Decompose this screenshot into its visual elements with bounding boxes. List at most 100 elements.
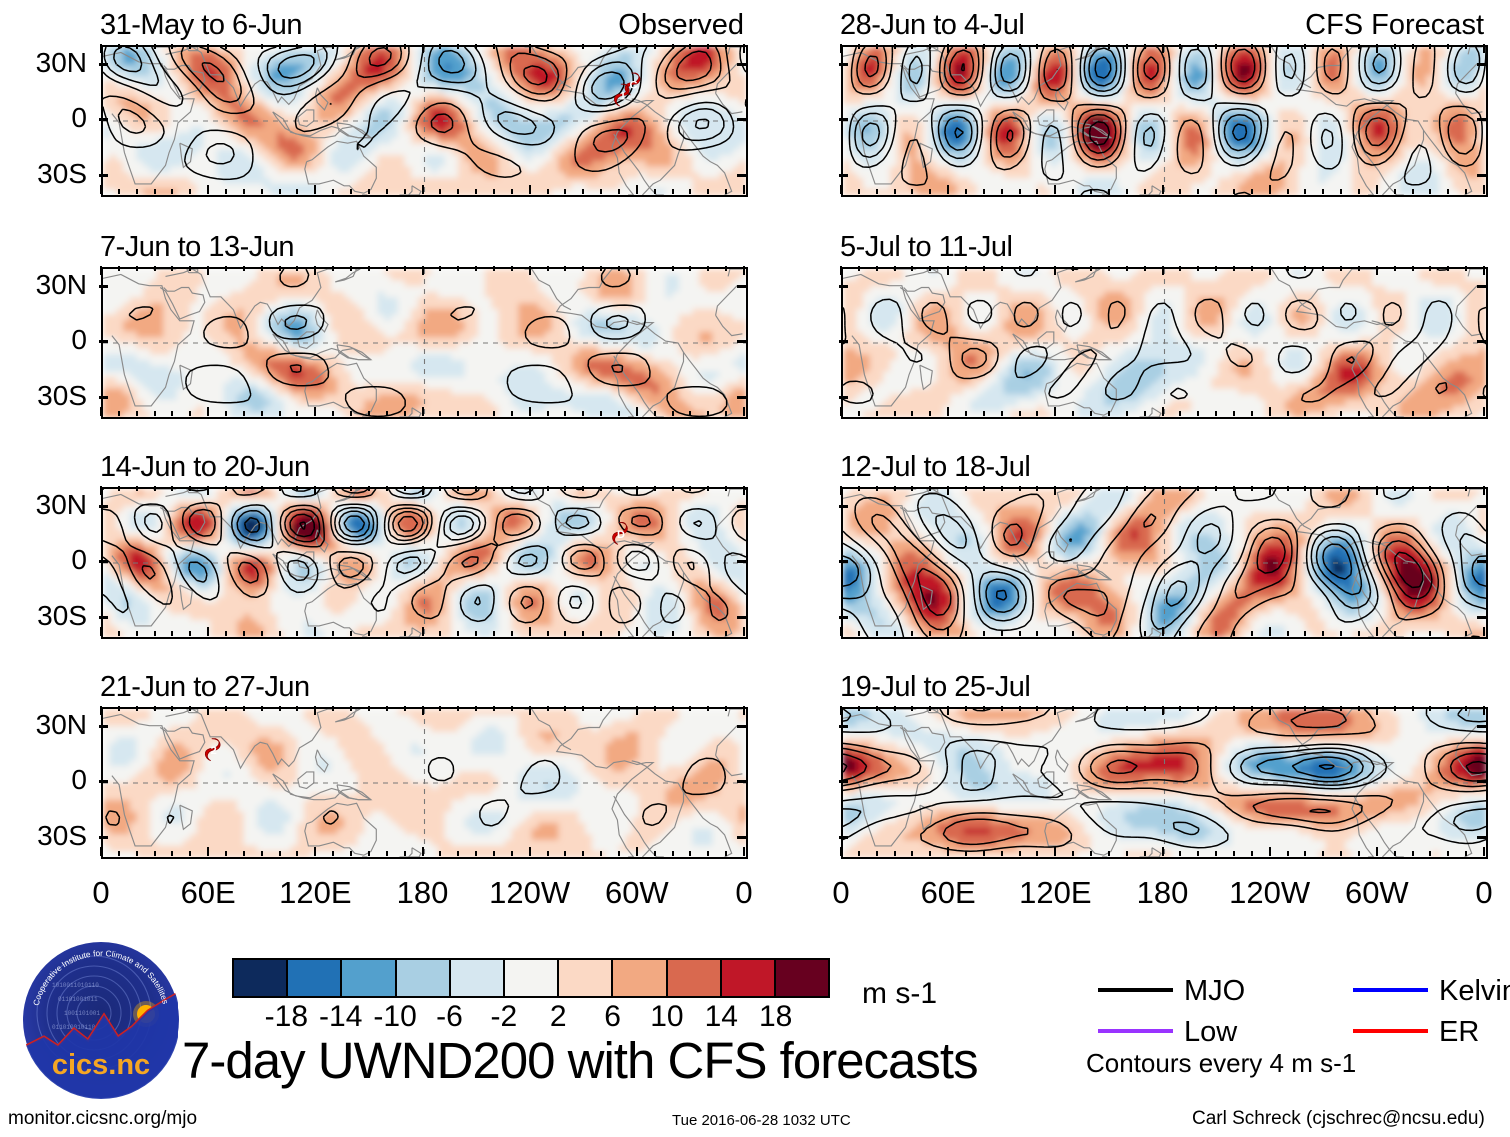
- colorbar-swatch-4: [450, 960, 505, 996]
- y-tick-mark: [839, 118, 848, 121]
- x-tick-120W-4: 120W: [1210, 875, 1330, 911]
- x-tick-mark: [367, 706, 370, 711]
- y-tick-30S: 30S: [0, 380, 87, 412]
- y-tick-mark: [99, 395, 108, 399]
- x-tick-mark: [1286, 189, 1289, 194]
- x-tick-mark: [1018, 486, 1021, 491]
- x-tick-mark: [546, 631, 549, 636]
- x-tick-mark: [689, 411, 692, 416]
- colorbar-tick--10: -10: [350, 1000, 440, 1034]
- x-tick-mark: [564, 631, 567, 636]
- x-tick-mark: [1036, 266, 1039, 271]
- x-tick-mark: [635, 627, 638, 636]
- y-tick-mark: [99, 615, 108, 619]
- x-tick-mark: [421, 44, 424, 53]
- logo-graphic: 1010011010110 01101001011 1001101001 011…: [23, 942, 179, 1099]
- map-panel-obs-2[interactable]: [101, 267, 748, 419]
- x-tick-0-6: 0: [684, 875, 804, 911]
- x-tick-mark: [1447, 706, 1450, 711]
- x-tick-mark: [1322, 631, 1325, 636]
- x-tick-mark: [296, 266, 299, 271]
- legend-line-mjo: [1098, 988, 1173, 992]
- y-tick-mark: [99, 780, 108, 783]
- x-tick-mark: [296, 44, 299, 49]
- x-tick-mark: [260, 851, 263, 856]
- x-tick-mark: [1232, 44, 1235, 49]
- x-tick-mark: [1018, 631, 1021, 636]
- x-tick-mark: [1429, 706, 1432, 711]
- y-tick-mark: [1477, 835, 1486, 839]
- x-tick-mark: [1143, 851, 1146, 856]
- x-tick-mark: [689, 851, 692, 856]
- x-tick-mark: [475, 851, 478, 856]
- x-tick-mark: [1125, 851, 1128, 856]
- x-tick-mark: [1054, 847, 1057, 856]
- x-tick-mark: [1357, 631, 1360, 636]
- x-tick-mark: [857, 486, 860, 491]
- x-tick-mark: [1286, 706, 1289, 711]
- x-tick-mark: [1107, 266, 1110, 271]
- x-tick-mark: [1268, 486, 1271, 495]
- x-tick-mark: [1000, 44, 1003, 49]
- y-tick-mark: [99, 340, 108, 343]
- x-tick-mark: [1304, 851, 1307, 856]
- x-tick-mark: [189, 44, 192, 49]
- y-tick-mark: [839, 284, 848, 288]
- svg-text:1: 1: [620, 91, 626, 103]
- x-tick-mark: [546, 706, 549, 711]
- x-tick-mark: [1090, 486, 1093, 491]
- x-tick-mark: [1125, 411, 1128, 416]
- y-tick-mark: [99, 560, 108, 563]
- x-tick-mark: [492, 706, 495, 711]
- x-tick-mark: [1000, 706, 1003, 711]
- x-tick-mark: [1268, 266, 1271, 275]
- panel-title-cfs-3: 12-Jul to 18-Jul: [840, 451, 1031, 484]
- x-tick-mark: [947, 266, 950, 275]
- panel-title-cfs-2: 5-Jul to 11-Jul: [840, 231, 1013, 264]
- x-tick-mark: [911, 44, 914, 49]
- x-tick-mark: [350, 44, 353, 49]
- x-tick-mark: [1304, 266, 1307, 271]
- x-tick-mark: [893, 411, 896, 416]
- x-tick-mark: [117, 44, 120, 49]
- x-tick-mark: [875, 189, 878, 194]
- y-tick-mark: [1477, 780, 1486, 783]
- x-tick-mark: [1429, 486, 1432, 491]
- storm-marker: C: [624, 72, 641, 96]
- x-tick-mark: [475, 706, 478, 711]
- x-tick-mark: [635, 266, 638, 275]
- map-panel-cfs-2[interactable]: [841, 267, 1488, 419]
- x-tick-mark: [510, 44, 513, 49]
- x-tick-mark: [1483, 266, 1485, 275]
- x-tick-mark: [1054, 185, 1057, 194]
- x-tick-mark: [1322, 706, 1325, 711]
- y-tick-mark: [737, 62, 746, 66]
- x-tick-mark: [600, 189, 603, 194]
- y-tick-mark: [737, 724, 746, 728]
- x-tick-mark: [982, 411, 985, 416]
- x-tick-mark: [1483, 44, 1485, 53]
- map-panel-cfs-1[interactable]: [841, 45, 1488, 197]
- x-tick-mark: [528, 486, 531, 495]
- x-tick-mark: [439, 189, 442, 194]
- map-panel-obs-3[interactable]: D: [101, 487, 748, 639]
- x-tick-mark: [367, 44, 370, 49]
- panel-title-obs-1: 31-May to 6-Jun: [100, 9, 303, 42]
- colorbar[interactable]: [232, 958, 830, 998]
- x-tick-mark: [1161, 486, 1164, 495]
- x-tick-mark: [965, 44, 968, 49]
- x-tick-mark: [135, 706, 138, 711]
- map-panel-cfs-4[interactable]: [841, 707, 1488, 859]
- cics-nc-logo[interactable]: 1010011010110 01101001011 1001101001 011…: [22, 941, 180, 1099]
- footer-site[interactable]: monitor.cicsnc.org/mjo: [8, 1108, 197, 1130]
- x-tick-mark: [1036, 486, 1039, 491]
- x-tick-mark: [725, 411, 728, 416]
- x-tick-mark: [278, 44, 281, 49]
- map-panel-cfs-3[interactable]: [841, 487, 1488, 639]
- x-tick-mark: [135, 189, 138, 194]
- x-tick-mark: [1125, 486, 1128, 491]
- map-panel-obs-4[interactable]: 2: [101, 707, 748, 859]
- x-tick-mark: [947, 847, 950, 856]
- x-tick-mark: [1411, 486, 1414, 491]
